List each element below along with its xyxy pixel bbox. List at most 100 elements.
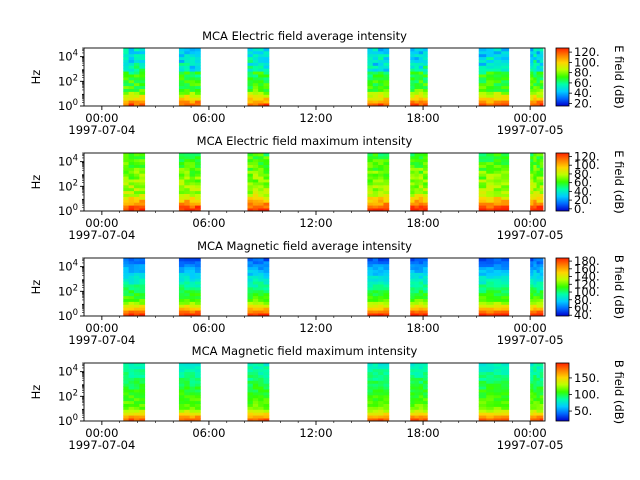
- heatmap-cell: [493, 59, 502, 63]
- heatmap-cell: [410, 269, 415, 273]
- heatmap-cell: [184, 304, 191, 308]
- heatmap-cell: [178, 415, 185, 419]
- heatmap-cell: [533, 196, 537, 200]
- heatmap-cell: [139, 77, 146, 81]
- heatmap-cell: [184, 406, 191, 410]
- colorbar-tick-label: 40.: [574, 184, 592, 198]
- heatmap-cell: [252, 363, 259, 367]
- heatmap-cell: [486, 397, 495, 402]
- heatmap-cell: [493, 100, 502, 104]
- heatmap-cell: [189, 48, 196, 52]
- heatmap-cell: [189, 272, 196, 276]
- heatmap-cell: [478, 263, 487, 268]
- heatmap-cell: [195, 161, 201, 165]
- heatmap-cell: [178, 193, 185, 197]
- heatmap-cell: [367, 88, 374, 92]
- heatmap-cell: [530, 193, 534, 197]
- heatmap-cell: [189, 258, 196, 262]
- heatmap-cell: [128, 263, 135, 268]
- heatmap-cell: [414, 272, 420, 276]
- heatmap-segment: [123, 363, 146, 422]
- heatmap-cell: [247, 409, 254, 413]
- heatmap-cell: [533, 184, 537, 189]
- heatmap-cell: [123, 91, 130, 95]
- heatmap-cell: [189, 202, 196, 206]
- heatmap-cell: [530, 153, 534, 157]
- heatmap-cell: [501, 91, 510, 95]
- heatmap-cell: [372, 397, 379, 402]
- heatmap-cell: [252, 82, 259, 87]
- heatmap-cell: [123, 377, 130, 381]
- heatmap-cell: [189, 158, 196, 163]
- heatmap-cell: [247, 97, 254, 101]
- heatmap-cell: [536, 158, 541, 163]
- heatmap-cell: [247, 167, 254, 171]
- heatmap-cell: [247, 377, 254, 381]
- heatmap-cell: [423, 406, 428, 410]
- heatmap-cell: [252, 284, 259, 288]
- heatmap-cell: [536, 173, 541, 177]
- heatmap-cell: [533, 397, 537, 402]
- heatmap-cell: [372, 193, 379, 197]
- heatmap-cell: [539, 62, 544, 66]
- heatmap-cell: [418, 48, 424, 52]
- heatmap-cell: [383, 368, 390, 373]
- heatmap-cell: [139, 275, 146, 279]
- heatmap-cell: [533, 403, 537, 407]
- heatmap-cell: [536, 59, 541, 63]
- heatmap-cell: [423, 190, 428, 194]
- heatmap-cell: [486, 176, 495, 180]
- heatmap-cell: [530, 50, 534, 55]
- heatmap-cell: [414, 91, 420, 95]
- heatmap-cell: [501, 53, 510, 58]
- heatmap-cell: [423, 377, 428, 381]
- heatmap-cell: [478, 284, 487, 288]
- heatmap-cell: [501, 295, 510, 299]
- heatmap-cell: [258, 412, 264, 416]
- heatmap-cell: [372, 394, 379, 399]
- heatmap-cell: [178, 196, 185, 200]
- heatmap-cell: [184, 397, 191, 402]
- heatmap-cell: [378, 153, 384, 157]
- heatmap-cell: [501, 158, 510, 163]
- heatmap-cell: [184, 85, 191, 89]
- heatmap-cell: [501, 412, 510, 416]
- heatmap-cell: [263, 292, 270, 297]
- heatmap-cell: [536, 53, 541, 58]
- heatmap-cell: [189, 400, 196, 404]
- heatmap-cell: [423, 415, 428, 419]
- heatmap-cell: [530, 88, 534, 92]
- heatmap-cell: [178, 397, 185, 402]
- heatmap-cell: [410, 85, 415, 89]
- heatmap-cell: [247, 281, 254, 285]
- heatmap-cell: [133, 79, 140, 84]
- heatmap-cell: [533, 77, 537, 81]
- heatmap-cell: [410, 304, 415, 308]
- heatmap-cell: [410, 82, 415, 87]
- heatmap-cell: [372, 371, 379, 375]
- heatmap-cell: [383, 94, 390, 98]
- heatmap-cell: [123, 85, 130, 89]
- heatmap-cell: [133, 173, 140, 177]
- heatmap-cell: [530, 418, 534, 422]
- heatmap-cell: [493, 374, 502, 378]
- heatmap-cell: [133, 292, 140, 297]
- heatmap-cell: [539, 292, 544, 297]
- heatmap-segment: [247, 363, 270, 422]
- heatmap-cell: [410, 406, 415, 410]
- heatmap-cell: [123, 153, 130, 157]
- heatmap-cell: [367, 374, 374, 378]
- heatmap-cell: [139, 208, 146, 212]
- heatmap-cell: [184, 68, 191, 72]
- heatmap-cell: [478, 187, 487, 192]
- heatmap-cell: [184, 380, 191, 384]
- heatmap-cell: [139, 412, 146, 416]
- heatmap-cell: [493, 88, 502, 92]
- heatmap-cell: [378, 65, 384, 69]
- heatmap-cell: [536, 287, 541, 291]
- heatmap-cell: [501, 406, 510, 410]
- heatmap-cell: [372, 418, 379, 422]
- heatmap-segment: [123, 258, 146, 317]
- heatmap-cell: [252, 79, 259, 84]
- heatmap-cell: [383, 415, 390, 419]
